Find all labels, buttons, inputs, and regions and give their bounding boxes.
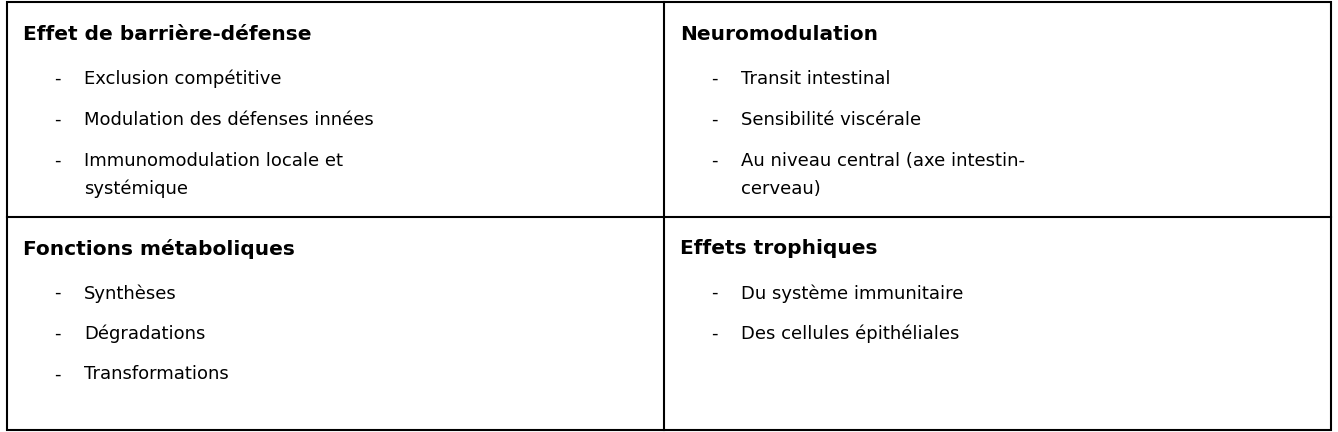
Text: Des cellules épithéliales: Des cellules épithéliales — [741, 325, 959, 343]
Text: Effet de barrière-défense: Effet de barrière-défense — [23, 25, 312, 44]
Text: -: - — [55, 111, 60, 129]
Text: Synthèses: Synthèses — [84, 284, 177, 303]
Text: -: - — [712, 111, 717, 129]
Text: cerveau): cerveau) — [741, 180, 822, 198]
Text: -: - — [712, 325, 717, 343]
Text: -: - — [712, 70, 717, 88]
Text: -: - — [712, 284, 717, 302]
Text: Modulation des défenses innées: Modulation des défenses innées — [84, 111, 375, 129]
Text: -: - — [55, 152, 60, 170]
Text: Transit intestinal: Transit intestinal — [741, 70, 891, 88]
Text: Au niveau central (axe intestin-: Au niveau central (axe intestin- — [741, 152, 1025, 170]
Text: Exclusion compétitive: Exclusion compétitive — [84, 70, 282, 89]
Text: -: - — [55, 325, 60, 343]
Text: Sensibilité viscérale: Sensibilité viscérale — [741, 111, 922, 129]
Text: Effets trophiques: Effets trophiques — [680, 239, 878, 258]
Text: Transformations: Transformations — [84, 365, 229, 384]
Text: Du système immunitaire: Du système immunitaire — [741, 284, 963, 303]
Text: -: - — [55, 70, 60, 88]
Text: systémique: systémique — [84, 180, 189, 198]
Text: -: - — [712, 152, 717, 170]
Text: Fonctions métaboliques: Fonctions métaboliques — [23, 239, 294, 259]
Text: -: - — [55, 365, 60, 384]
Text: -: - — [55, 284, 60, 302]
Text: Neuromodulation: Neuromodulation — [680, 25, 878, 44]
Text: Dégradations: Dégradations — [84, 325, 206, 343]
Text: Immunomodulation locale et: Immunomodulation locale et — [84, 152, 344, 170]
